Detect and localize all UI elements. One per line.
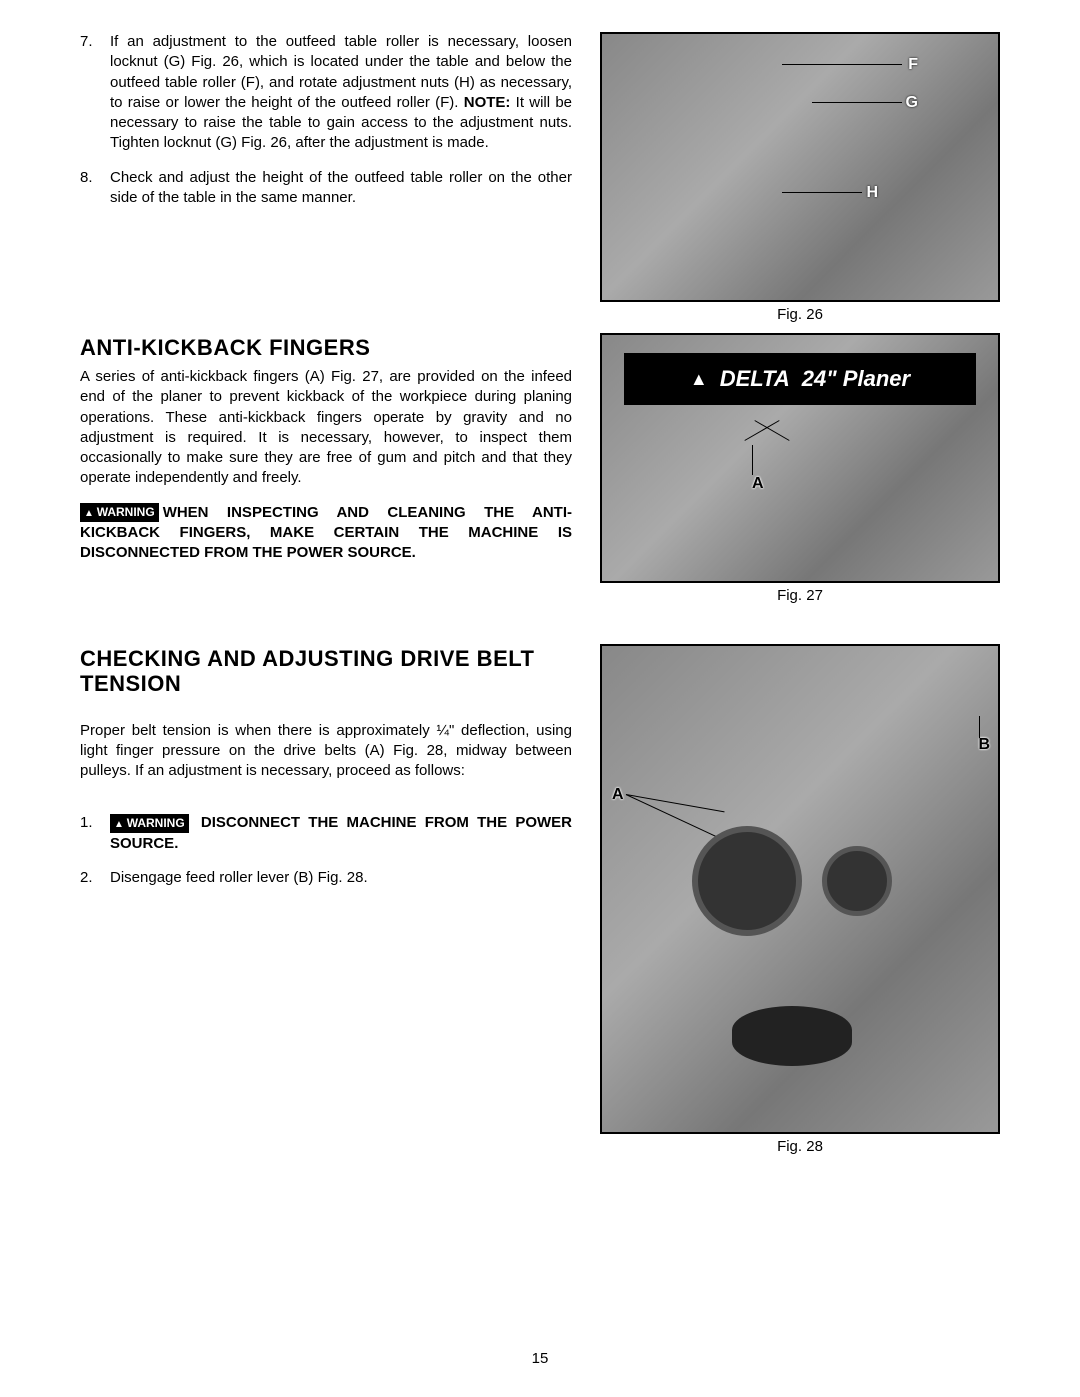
- step-8-num: 8.: [80, 168, 110, 209]
- col-fig27: ▲ DELTA 24" Planer A Fig. 27: [600, 333, 1000, 614]
- fig28-label-b: B: [978, 736, 990, 754]
- row-steps-fig26: 7. If an adjustment to the outfeed table…: [80, 32, 1000, 333]
- fig26-caption: Fig. 26: [777, 306, 823, 323]
- belt-step-2: 2. Disengage feed roller lever (B) Fig. …: [80, 868, 572, 888]
- col-fig28: A B Fig. 28: [600, 644, 1000, 1340]
- fig27-leader-a1: [752, 445, 753, 475]
- heading-belttension: CHECKING AND ADJUSTING DRIVE BELT TENSIO…: [80, 646, 572, 697]
- step-8-text: Check and adjust the height of the outfe…: [110, 168, 572, 209]
- outfeed-steps: 7. If an adjustment to the outfeed table…: [80, 32, 572, 208]
- fig27-label-a: A: [752, 475, 764, 493]
- page-number: 15: [80, 1340, 1000, 1367]
- spacer: [80, 614, 1000, 644]
- fig28-leader-b: [979, 716, 980, 738]
- spacer-3: [80, 795, 572, 813]
- fig26-label-g: G: [906, 94, 918, 112]
- heading-antikickback: ANTI-KICKBACK FINGERS: [80, 335, 572, 361]
- warning-badge: WARNING: [80, 503, 159, 522]
- col-fig26: F G H Fig. 26: [600, 32, 1000, 333]
- row-antikickback: ANTI-KICKBACK FINGERS A series of anti-k…: [80, 333, 1000, 614]
- fig28-pulley-2: [822, 846, 892, 916]
- warning-badge-2: WARNING: [110, 814, 189, 833]
- step-7-note: NOTE:: [464, 94, 511, 111]
- fig26-label-h: H: [866, 184, 878, 202]
- col-steps: 7. If an adjustment to the outfeed table…: [80, 32, 572, 333]
- belt-step-1: 1. WARNING DISCONNECT THE MACHINE FROM T…: [80, 813, 572, 854]
- fig27-model: 24" Planer: [802, 366, 910, 392]
- fig26-label-f: F: [908, 56, 918, 74]
- fig27-brand: DELTA: [720, 366, 790, 392]
- figure-28: A B: [600, 644, 1000, 1134]
- belt-step-2-num: 2.: [80, 868, 110, 888]
- spacer-2: [80, 703, 572, 721]
- step-7: 7. If an adjustment to the outfeed table…: [80, 32, 572, 154]
- fig28-leader-a1: [626, 794, 725, 812]
- fig27-caption: Fig. 27: [777, 587, 823, 604]
- figure-27: ▲ DELTA 24" Planer A: [600, 333, 1000, 583]
- step-7-text: If an adjustment to the outfeed table ro…: [110, 32, 572, 154]
- fig26-leader-g: [812, 102, 902, 103]
- fig28-pulley-1: [692, 826, 802, 936]
- fig28-caption: Fig. 28: [777, 1138, 823, 1155]
- fig28-lower-pulley: [732, 1006, 852, 1066]
- col-belttension-text: CHECKING AND ADJUSTING DRIVE BELT TENSIO…: [80, 644, 572, 1340]
- fig26-leader-h: [782, 192, 862, 193]
- page: 7. If an adjustment to the outfeed table…: [0, 0, 1080, 1397]
- belt-step-2-text: Disengage feed roller lever (B) Fig. 28.: [110, 868, 572, 888]
- figure-26: F G H: [600, 32, 1000, 302]
- fig28-label-a: A: [612, 786, 624, 804]
- belt-step-1-num: 1.: [80, 813, 110, 854]
- belttension-steps: 1. WARNING DISCONNECT THE MACHINE FROM T…: [80, 813, 572, 888]
- row-belttension: CHECKING AND ADJUSTING DRIVE BELT TENSIO…: [80, 644, 1000, 1340]
- delta-logo-icon: ▲: [690, 369, 708, 390]
- warn-antikickback: WARNINGWHEN INSPECTING AND CLEANING THE …: [80, 503, 572, 564]
- para-antikickback: A series of anti-kickback fingers (A) Fi…: [80, 367, 572, 489]
- step-7-num: 7.: [80, 32, 110, 154]
- fig26-leader-f: [782, 64, 902, 65]
- para-belttension: Proper belt tension is when there is app…: [80, 721, 572, 782]
- col-antikickback-text: ANTI-KICKBACK FINGERS A series of anti-k…: [80, 333, 572, 614]
- step-8: 8. Check and adjust the height of the ou…: [80, 168, 572, 209]
- belt-step-1-text: WARNING DISCONNECT THE MACHINE FROM THE …: [110, 813, 572, 854]
- fig27-brandbar: ▲ DELTA 24" Planer: [624, 353, 976, 405]
